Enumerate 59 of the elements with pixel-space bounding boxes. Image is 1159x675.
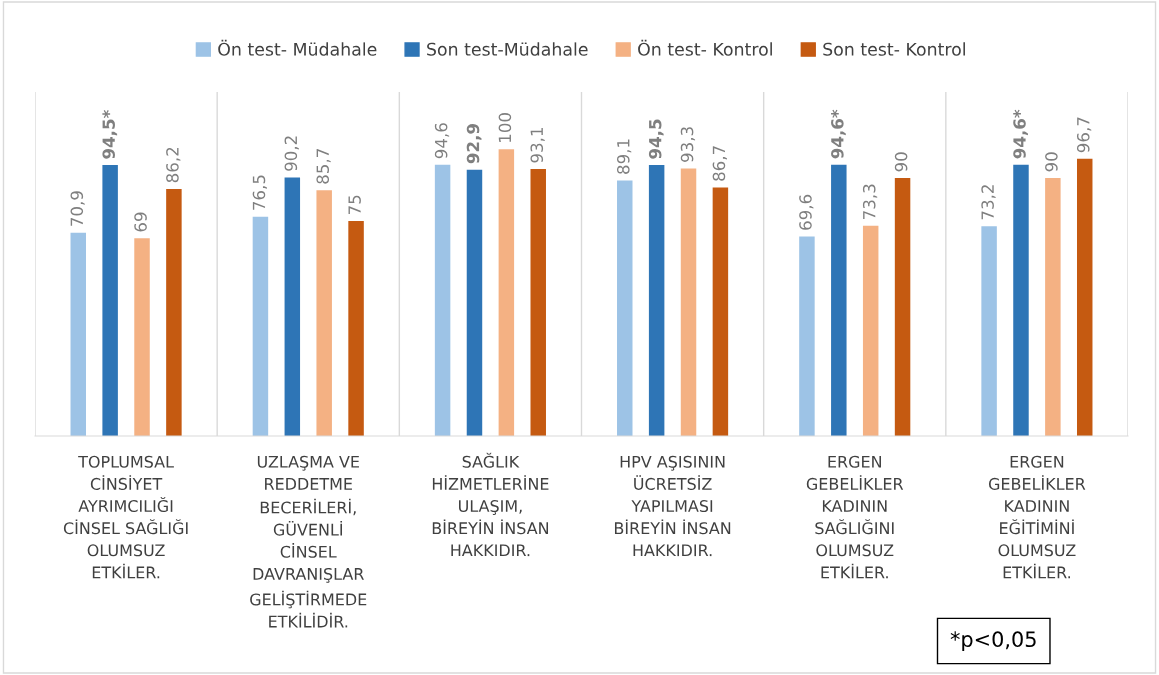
bar bbox=[252, 216, 269, 436]
data-label: 86,2 bbox=[166, 147, 181, 183]
data-label: 94,5* bbox=[102, 110, 118, 159]
legend-label: Son test-Müdahale bbox=[427, 42, 588, 56]
data-label: 94,6 bbox=[434, 123, 450, 159]
data-label: 90,2 bbox=[284, 136, 299, 171]
data-label: 90 bbox=[1045, 152, 1058, 172]
data-label: 69,6 bbox=[799, 194, 814, 230]
legend-label: Ön test- Kontrol bbox=[638, 39, 772, 56]
bar bbox=[102, 165, 118, 436]
x-tick-label: UZLAŞMA VE REDDETME BECERİLERİ, GÜVENLİ CİNSEL DAVRANIŞLAR GELİŞTİRMEDE ETKİLİDİR. bbox=[250, 455, 367, 628]
bar bbox=[712, 187, 729, 436]
bar bbox=[466, 169, 483, 436]
data-label: 75 bbox=[348, 195, 361, 215]
bar bbox=[1076, 158, 1093, 436]
x-tick-label: TOPLUMSAL CİNSİYET AYRIMCILIĞI CİNSEL SAĞLIĞI OLUMSUZ ETKİLER. bbox=[63, 455, 188, 579]
bar bbox=[831, 164, 847, 436]
data-label: 93,1 bbox=[530, 127, 545, 163]
bar bbox=[1013, 164, 1029, 436]
data-label: 94,5 bbox=[648, 119, 664, 159]
data-label: 94,6* bbox=[1013, 109, 1028, 159]
data-label: 69 bbox=[134, 212, 147, 232]
data-label: 76,5 bbox=[252, 175, 267, 210]
data-label: 100 bbox=[498, 113, 512, 142]
bar bbox=[530, 169, 546, 436]
bar bbox=[680, 168, 697, 436]
data-label: 73,3 bbox=[862, 184, 878, 219]
data-label: 70,9 bbox=[70, 191, 85, 226]
bar bbox=[166, 188, 182, 436]
data-label: 89,1 bbox=[616, 139, 632, 174]
bar bbox=[70, 232, 87, 436]
bar bbox=[284, 177, 301, 436]
legend-label: Ön test- Müdahale bbox=[218, 39, 377, 56]
bar bbox=[434, 164, 451, 436]
x-tick-label: ERGEN GEBELİKLER KADININ SAĞLIĞINI OLUMSUZ ETKİLER. bbox=[806, 455, 904, 579]
data-label: 96,7 bbox=[1076, 117, 1092, 153]
x-tick-label: ERGEN GEBELİKLER KADININ EĞİTİMİNİ OLUMSUZ ETKİLER. bbox=[988, 455, 1086, 579]
bar bbox=[799, 236, 815, 436]
data-label: 92,9 bbox=[466, 124, 482, 164]
bar bbox=[1045, 178, 1061, 436]
legend-label: Son test- Kontrol bbox=[823, 42, 965, 56]
bar bbox=[617, 180, 633, 436]
data-label: 85,7 bbox=[316, 149, 331, 184]
data-label: 90 bbox=[894, 152, 908, 172]
bar bbox=[134, 238, 150, 436]
bar bbox=[316, 190, 332, 436]
data-label: 93,3 bbox=[680, 127, 696, 162]
data-label: 73,2 bbox=[981, 185, 996, 220]
data-label: 94,6* bbox=[831, 109, 846, 159]
bar bbox=[862, 225, 879, 436]
bar bbox=[894, 178, 911, 436]
bar bbox=[348, 221, 364, 436]
bar bbox=[498, 149, 515, 436]
bar bbox=[648, 165, 665, 436]
text: *p<0,05 bbox=[950, 631, 1036, 652]
data-label: 86,7 bbox=[712, 146, 727, 181]
bar bbox=[981, 226, 997, 436]
x-tick-label: SAĞLIK HİZMETLERİNE ULAŞIM, BİREYİN İNSAN HAKKIDIR. bbox=[432, 452, 549, 557]
x-tick-label: HPV AŞISININ ÜCRETSİZ YAPILMASI BİREYİN İNSAN HAKKIDIR. bbox=[614, 455, 731, 557]
